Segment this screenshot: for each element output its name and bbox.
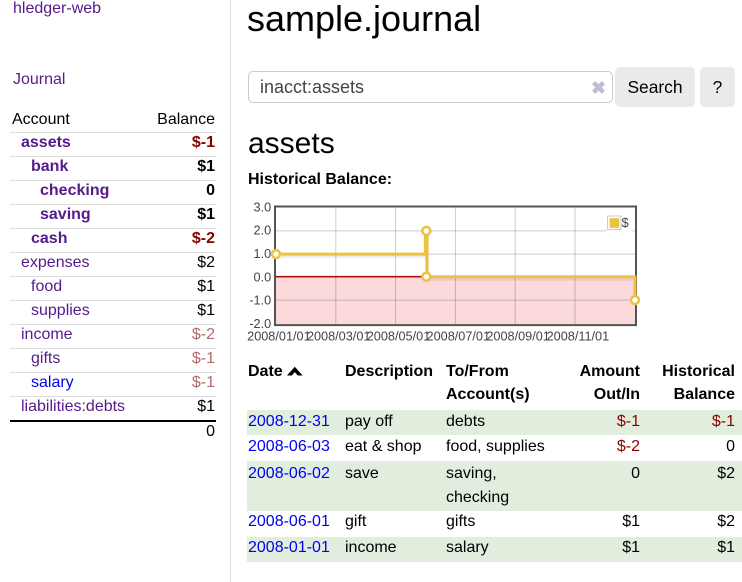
- svg-text:-2.0: -2.0: [249, 317, 271, 331]
- svg-text:2.0: 2.0: [254, 224, 272, 238]
- svg-text:2008/09/01: 2008/09/01: [486, 330, 549, 344]
- svg-text:1.0: 1.0: [254, 247, 272, 261]
- svg-text:2008/01/01: 2008/01/01: [247, 330, 311, 344]
- svg-text:2008/05/01: 2008/05/01: [367, 330, 431, 344]
- svg-text:$: $: [622, 215, 630, 230]
- svg-text:0.0: 0.0: [254, 270, 272, 284]
- svg-text:2008/11/01: 2008/11/01: [547, 330, 610, 344]
- svg-text:2008/07/01: 2008/07/01: [427, 330, 491, 344]
- svg-text:2008/03/01: 2008/03/01: [307, 330, 371, 344]
- svg-text:-1.0: -1.0: [249, 294, 271, 308]
- svg-text:3.0: 3.0: [254, 200, 272, 214]
